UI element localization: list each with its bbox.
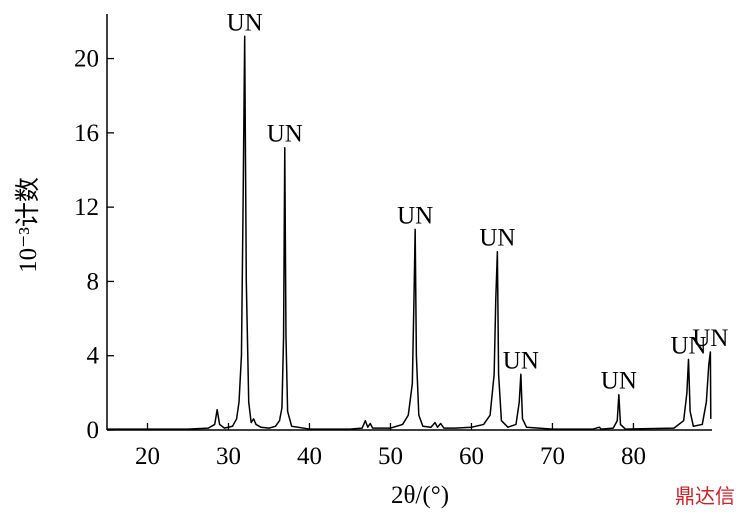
y-tick-label: 20: [74, 46, 99, 73]
peak-label: UN: [227, 9, 263, 36]
y-tick-label: 16: [74, 120, 99, 147]
x-axis-label: 2θ/(°): [391, 482, 449, 509]
y-tick-label: 12: [74, 194, 99, 221]
xrd-line: [107, 35, 712, 430]
x-tick-label: 80: [621, 443, 646, 470]
peak-label: UN: [479, 225, 515, 252]
peak-label: UN: [692, 325, 728, 352]
x-tick-label: 50: [378, 443, 403, 470]
watermark: 鼎达信: [675, 484, 735, 508]
x-tick-label: 70: [540, 443, 565, 470]
peak-label: UN: [503, 347, 539, 374]
x-tick-label: 30: [216, 443, 241, 470]
peak-label: UN: [397, 202, 433, 229]
peak-label: UN: [267, 121, 303, 148]
y-axis-label: 10⁻³计数: [14, 177, 42, 273]
y-tick-label: 4: [87, 343, 100, 370]
peak-label: UN: [601, 368, 637, 395]
x-tick-label: 60: [459, 443, 484, 470]
y-tick-label: 8: [87, 268, 100, 295]
x-tick-label: 40: [297, 443, 322, 470]
x-tick-label: 20: [135, 443, 160, 470]
y-tick-label: 0: [87, 417, 100, 444]
peak-label: UN: [670, 332, 706, 359]
